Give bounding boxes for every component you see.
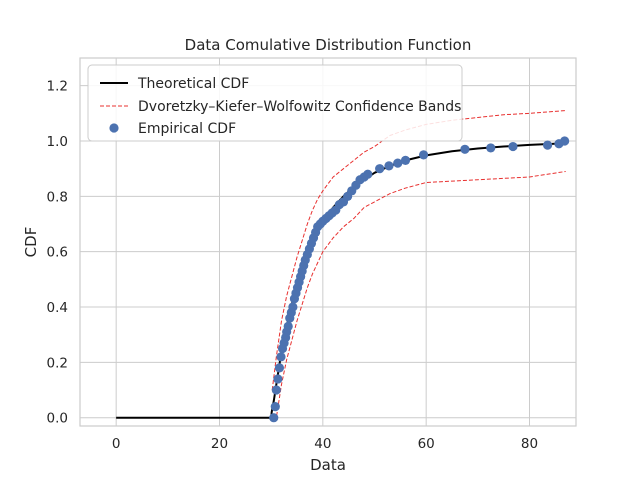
empirical-cdf-point — [270, 402, 280, 412]
empirical-cdf-point — [283, 321, 293, 331]
chart-title: Data Comulative Distribution Function — [185, 36, 472, 54]
x-tick-label: 60 — [418, 436, 435, 452]
empirical-cdf-point — [363, 169, 373, 179]
legend-entry-empirical: Empirical CDF — [138, 121, 236, 137]
legend: Theoretical CDF Dvoretzky–Kiefer–Wolfowi… — [87, 64, 463, 142]
legend-entry-dkw: Dvoretzky–Kiefer–Wolfowitz Confidence Ba… — [138, 99, 461, 115]
lower-confidence-band — [272, 170, 566, 419]
empirical-cdf-point — [542, 140, 553, 150]
x-axis-label: Data — [310, 456, 346, 474]
empirical-cdf-point — [508, 141, 518, 152]
empirical-cdf-point — [274, 363, 285, 373]
x-tick-label: 80 — [521, 436, 538, 452]
legend-swatch-empirical — [109, 123, 119, 133]
empirical-cdf-point — [400, 155, 411, 165]
legend-entry-theoretical: Theoretical CDF — [137, 76, 249, 92]
empirical-cdf-point — [393, 158, 403, 168]
empirical-cdf-point — [486, 143, 496, 153]
y-tick-label: 0.8 — [47, 189, 68, 205]
y-tick-label: 0.6 — [47, 245, 68, 261]
empirical-cdf-point — [273, 374, 283, 384]
x-tick-label: 0 — [112, 436, 121, 452]
empirical-cdf-point — [269, 413, 279, 423]
y-tick-label: 0.0 — [47, 411, 68, 427]
y-tick-label: 0.2 — [47, 355, 68, 371]
legend-box — [87, 64, 463, 142]
empirical-cdf-point — [375, 164, 385, 174]
x-tick-label: 40 — [314, 436, 331, 452]
empirical-cdf-point — [276, 352, 286, 362]
y-tick-labels: 0.0 0.2 0.4 0.6 0.8 1.0 1.2 — [47, 79, 68, 427]
y-tick-label: 1.0 — [47, 134, 68, 150]
empirical-cdf-point — [384, 161, 394, 171]
x-tick-labels: 0 20 40 60 80 — [112, 436, 538, 452]
y-axis-label: CDF — [22, 227, 40, 258]
plot-frame — [79, 57, 577, 427]
y-tick-label: 1.2 — [47, 79, 68, 95]
empirical-cdf-point — [271, 385, 281, 395]
empirical-cdf-points — [269, 136, 570, 423]
empirical-cdf-point — [560, 136, 570, 146]
empirical-cdf-point — [418, 150, 429, 160]
empirical-cdf-point — [288, 302, 298, 312]
y-tick-label: 0.4 — [47, 300, 68, 316]
x-tick-label: 20 — [211, 436, 228, 452]
empirical-cdf-point — [460, 144, 470, 154]
